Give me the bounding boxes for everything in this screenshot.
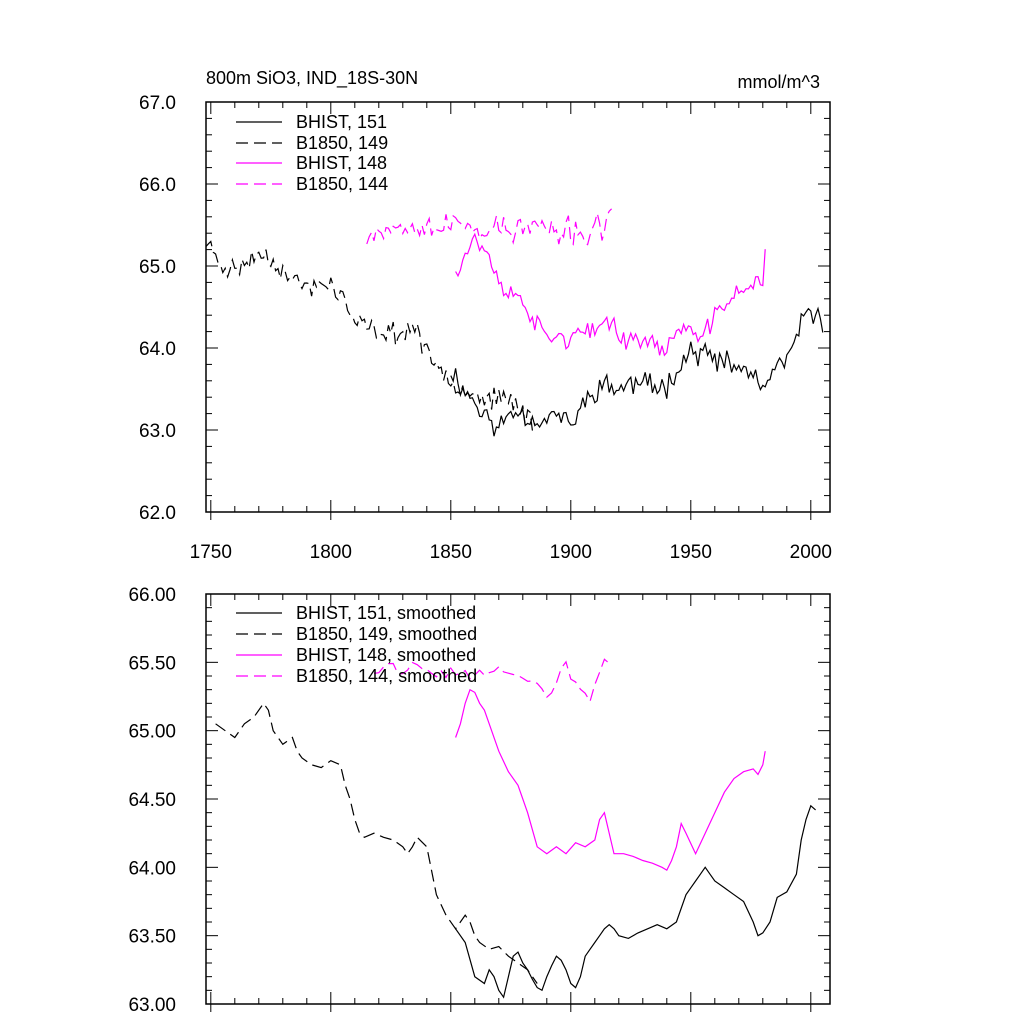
x-tick-label: 1750	[190, 542, 232, 563]
bottom-legend: BHIST, 151, smoothed B1850, 149, smoothe…	[236, 603, 477, 686]
legend-label-bhist-148: BHIST, 148	[296, 153, 387, 173]
y-tick-label: 64.50	[128, 790, 176, 811]
legend-label-b1850-149-smoothed: B1850, 149, smoothed	[296, 624, 477, 644]
y-tick-label: 66.00	[128, 585, 176, 606]
series-line-bhist-148-smoothed	[455, 688, 766, 871]
series-line-b1850-144	[366, 208, 613, 246]
series-line-b1850-149	[205, 240, 536, 431]
y-tick-label: 63.00	[128, 995, 176, 1016]
y-tick-label: 62.0	[139, 503, 176, 524]
y-tick-label: 64.00	[128, 858, 176, 879]
x-tick-label: 1900	[550, 542, 592, 563]
top-legend: BHIST, 151 B1850, 149 BHIST, 148 B1850, …	[236, 112, 388, 194]
series-line-bhist-151	[450, 306, 824, 437]
top-panel: 800m SiO3, IND_18S-30N mmol/m^3 62.0 63.0…	[139, 68, 832, 563]
y-tick-label: 63.50	[128, 927, 176, 948]
y-tick-label: 64.0	[139, 339, 176, 360]
y-tick-label: 63.0	[139, 421, 176, 442]
legend-label-b1850-144-smoothed: B1850, 144, smoothed	[296, 666, 477, 686]
series-line-b1850-149-smoothed	[215, 702, 538, 984]
bottom-panel: 63.00 63.50 64.00 64.50 65.00 65.50 66.00 BHIS…	[128, 585, 831, 1016]
x-tick-label: 1800	[310, 542, 352, 563]
series-line-bhist-148	[455, 232, 766, 357]
y-tick-label: 65.0	[139, 257, 176, 278]
x-tick-label: 2000	[790, 542, 832, 563]
legend-label-bhist-148-smoothed: BHIST, 148, smoothed	[296, 645, 476, 665]
x-tick-label: 1950	[670, 542, 712, 563]
y-tick-label: 65.50	[128, 653, 176, 674]
y-tick-label: 66.0	[139, 175, 176, 196]
series-line-bhist-151-smoothed	[455, 804, 816, 999]
series-line-b1850-144-smoothed	[373, 658, 610, 704]
y-tick-label: 65.00	[128, 722, 176, 743]
x-tick-label: 1850	[430, 542, 472, 563]
legend-label-b1850-144: B1850, 144	[296, 174, 388, 194]
top-title: 800m SiO3, IND_18S-30N	[206, 68, 418, 89]
top-units: mmol/m^3	[738, 72, 820, 92]
legend-label-bhist-151-smoothed: BHIST, 151, smoothed	[296, 603, 476, 623]
legend-label-bhist-151: BHIST, 151	[296, 112, 387, 132]
legend-label-b1850-149: B1850, 149	[296, 133, 388, 153]
y-tick-label: 67.0	[139, 93, 176, 114]
top-plot-frame	[205, 101, 831, 513]
